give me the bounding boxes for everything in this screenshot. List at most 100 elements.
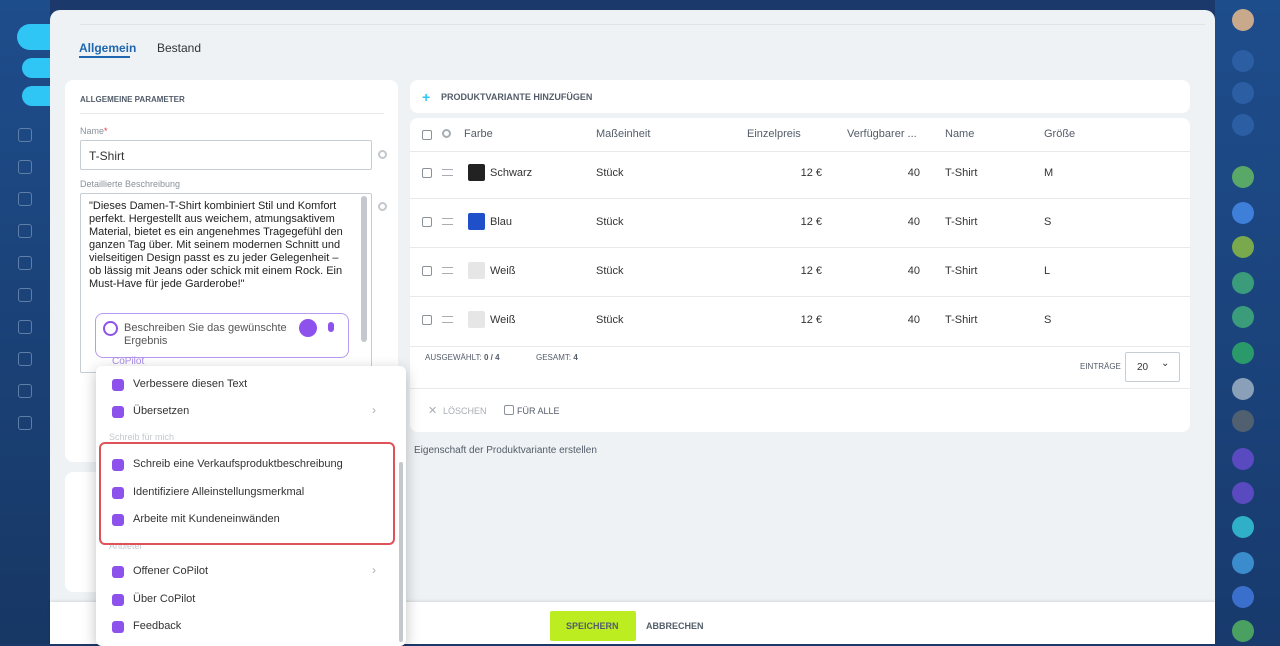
input-value: T-Shirt bbox=[89, 149, 125, 163]
nav-icon[interactable] bbox=[18, 288, 32, 302]
required-mark: * bbox=[104, 126, 108, 136]
menu-item[interactable]: Identifiziere Alleinstellungsmerkmal bbox=[133, 486, 305, 498]
link-button[interactable] bbox=[22, 58, 53, 78]
selected-count: AUSGEWÄHLT: 0 / 4 bbox=[425, 353, 500, 362]
nav-icon[interactable] bbox=[18, 128, 32, 142]
menu-icon bbox=[112, 514, 124, 526]
drag-handle[interactable] bbox=[442, 316, 453, 323]
column-header[interactable]: Farbe bbox=[464, 128, 493, 140]
table-cell: 40 bbox=[907, 216, 920, 228]
drag-handle[interactable] bbox=[442, 218, 453, 225]
drag-handle[interactable] bbox=[442, 169, 453, 176]
column-header[interactable]: Name bbox=[945, 128, 975, 140]
mic-button[interactable] bbox=[328, 322, 334, 332]
value: 0 / 4 bbox=[483, 353, 500, 362]
right-icon[interactable] bbox=[1232, 482, 1254, 504]
row-checkbox[interactable] bbox=[422, 168, 432, 178]
name-input[interactable] bbox=[80, 140, 372, 170]
entries-label: EINTRÄGE bbox=[1080, 362, 1121, 371]
color-swatch bbox=[468, 213, 485, 230]
nav-icon[interactable] bbox=[18, 160, 32, 174]
drag-handle[interactable] bbox=[442, 267, 453, 274]
menu-item[interactable]: Schreib eine Verkaufsproduktbeschreibung bbox=[133, 458, 343, 470]
table-cell: 12 € bbox=[800, 167, 822, 179]
right-icon[interactable] bbox=[1232, 202, 1254, 224]
table-cell: 12 € bbox=[800, 314, 822, 326]
row-divider bbox=[410, 247, 1190, 248]
nav-icon[interactable] bbox=[18, 384, 32, 398]
open-button[interactable] bbox=[22, 86, 53, 106]
scrollbar bbox=[361, 196, 367, 342]
right-icon[interactable] bbox=[1232, 410, 1254, 432]
entries-select[interactable] bbox=[1125, 352, 1180, 382]
menu-item[interactable]: Offener CoPilot bbox=[133, 565, 209, 577]
right-icon[interactable] bbox=[1232, 448, 1254, 470]
table-cell: M bbox=[1044, 167, 1054, 179]
table-cell: Schwarz bbox=[490, 167, 533, 179]
right-icon[interactable] bbox=[1232, 586, 1254, 608]
avatar[interactable] bbox=[1232, 9, 1254, 31]
row-checkbox[interactable] bbox=[422, 315, 432, 325]
nav-icon[interactable] bbox=[18, 416, 32, 430]
nav-icon[interactable] bbox=[18, 224, 32, 238]
table-cell: T-Shirt bbox=[945, 167, 978, 179]
right-icon[interactable] bbox=[1232, 378, 1254, 400]
section-title: ALLGEMEINE PARAMETER bbox=[80, 95, 185, 104]
row-checkbox[interactable] bbox=[422, 217, 432, 227]
copilot-label: CoPilot bbox=[112, 356, 145, 367]
column-header[interactable]: Verfügbarer ... bbox=[847, 128, 917, 140]
right-icon[interactable] bbox=[1232, 236, 1254, 258]
value: 4 bbox=[573, 353, 578, 362]
chevron: ⌄ bbox=[1161, 358, 1170, 369]
right-icon[interactable] bbox=[1232, 50, 1254, 72]
settings-icon[interactable] bbox=[378, 150, 387, 159]
create-property-link[interactable]: Eigenschaft der Produktvariante erstelle… bbox=[414, 445, 597, 456]
tab[interactable]: Allgemein bbox=[79, 41, 137, 55]
menu-item[interactable]: Verbessere diesen Text bbox=[133, 378, 248, 390]
right-icon[interactable] bbox=[1232, 342, 1254, 364]
menu-icon bbox=[112, 459, 124, 471]
field-label: Name* bbox=[80, 126, 108, 136]
table-cell: 12 € bbox=[800, 216, 822, 228]
table-cell: Weiß bbox=[490, 314, 516, 326]
column-header[interactable]: Maßeinheit bbox=[596, 128, 651, 140]
column-header[interactable]: Einzelpreis bbox=[747, 128, 801, 140]
menu-item[interactable]: Übersetzen bbox=[133, 405, 190, 417]
entries-value: 20 bbox=[1137, 362, 1149, 373]
column-header[interactable]: Größe bbox=[1044, 128, 1076, 140]
right-icon[interactable] bbox=[1232, 516, 1254, 538]
menu-icon bbox=[112, 621, 124, 633]
menu-item[interactable]: Über CoPilot bbox=[133, 593, 196, 605]
right-icon[interactable] bbox=[1232, 114, 1254, 136]
right-icon[interactable] bbox=[1232, 82, 1254, 104]
right-icon[interactable] bbox=[1232, 306, 1254, 328]
copilot-placeholder: Beschreiben Sie das gewünschte Ergebnis bbox=[124, 322, 287, 347]
for-all-checkbox[interactable] bbox=[504, 405, 514, 415]
nav-icon[interactable] bbox=[18, 352, 32, 366]
right-icon[interactable] bbox=[1232, 552, 1254, 574]
settings-icon[interactable] bbox=[378, 202, 387, 211]
menu-icon bbox=[112, 594, 124, 606]
nav-icon[interactable] bbox=[18, 192, 32, 206]
right-icon[interactable] bbox=[1232, 166, 1254, 188]
row-checkbox[interactable] bbox=[422, 266, 432, 276]
nav-icon[interactable] bbox=[18, 256, 32, 270]
table-cell: 40 bbox=[907, 167, 920, 179]
nav-icon[interactable] bbox=[18, 320, 32, 334]
tab[interactable]: Bestand bbox=[157, 41, 202, 55]
delete-button[interactable]: LÖSCHEN bbox=[443, 406, 487, 416]
menu-item[interactable]: Arbeite mit Kundeneinwänden bbox=[133, 513, 280, 525]
close-button[interactable] bbox=[17, 24, 53, 50]
menu-item[interactable]: Feedback bbox=[133, 620, 182, 632]
settings-icon[interactable] bbox=[442, 129, 451, 138]
table-cell: Weiß bbox=[490, 265, 516, 277]
right-icon[interactable] bbox=[1232, 272, 1254, 294]
send-button[interactable] bbox=[299, 319, 317, 337]
right-icon[interactable] bbox=[1232, 620, 1254, 642]
select-all-checkbox[interactable] bbox=[422, 130, 432, 140]
plus-icon: + bbox=[422, 89, 431, 105]
delete-icon: ✕ bbox=[428, 405, 438, 417]
cancel-button[interactable]: ABBRECHEN bbox=[646, 621, 704, 631]
add-variant-button[interactable]: PRODUKTVARIANTE HINZUFÜGEN bbox=[441, 92, 593, 102]
save-button[interactable] bbox=[550, 611, 636, 641]
